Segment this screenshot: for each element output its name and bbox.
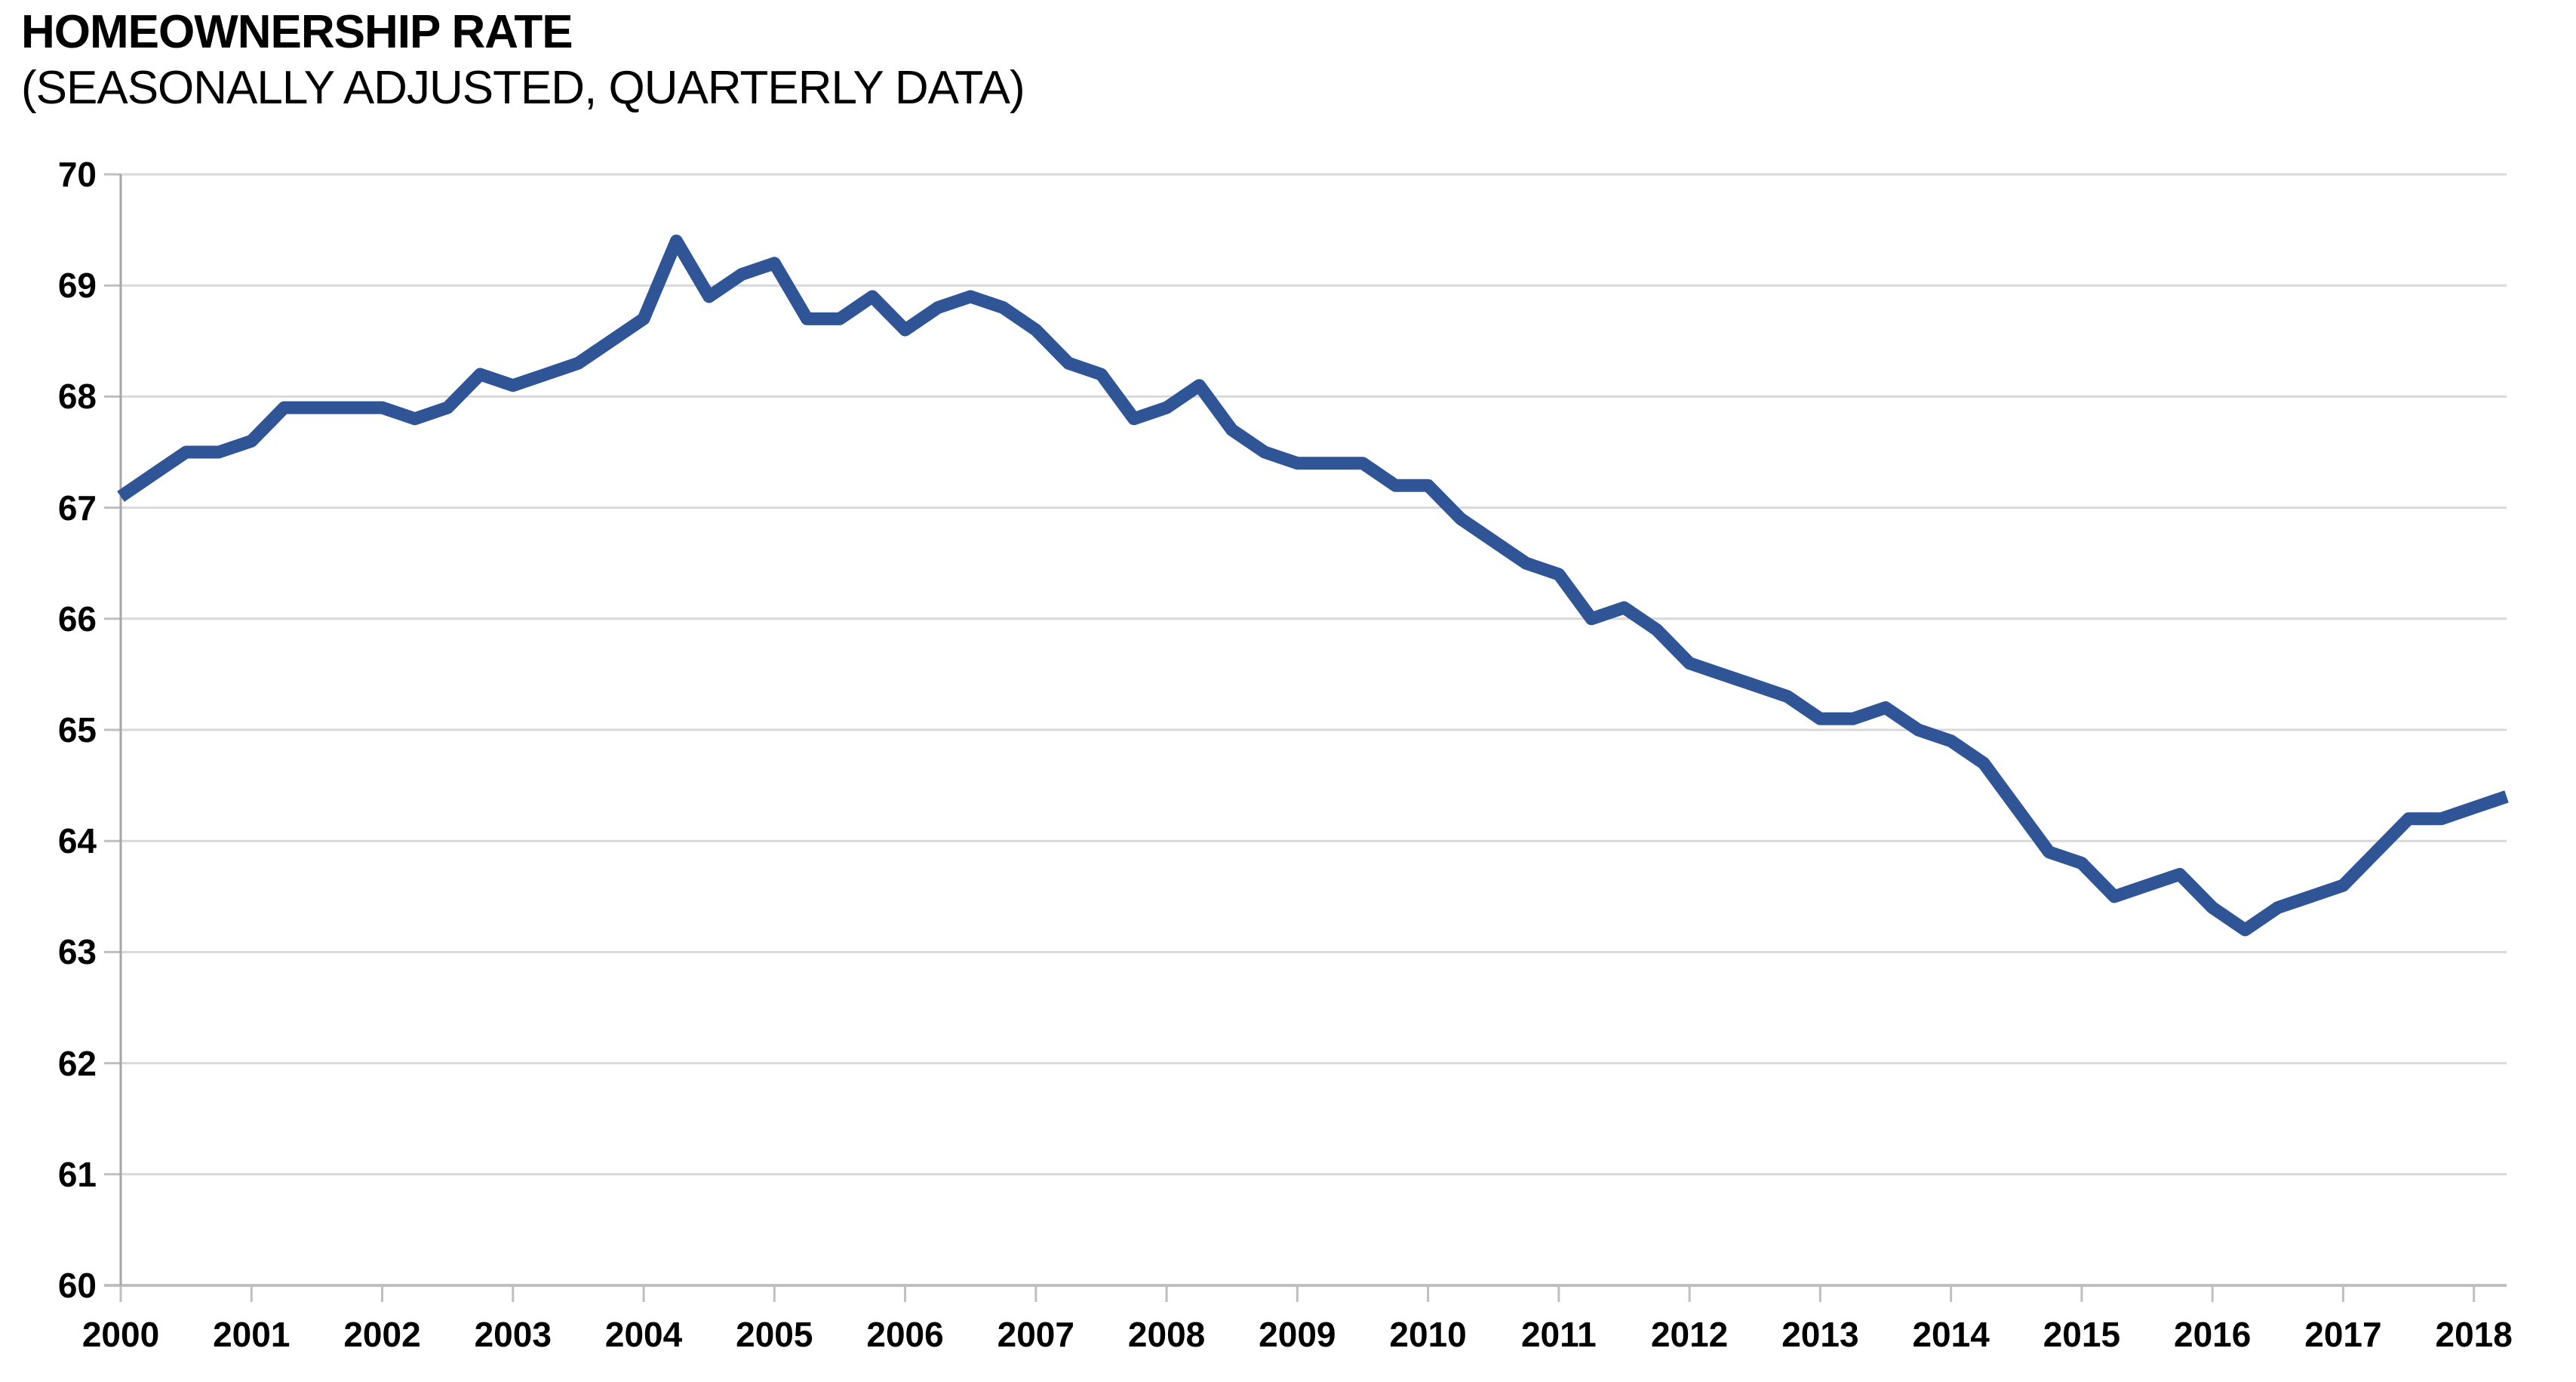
chart-subtitle: (SEASONALLY ADJUSTED, QUARTERLY DATA) [21,62,1025,114]
y-tick-label: 64 [57,821,97,861]
x-tick-label: 2009 [1259,1315,1336,1354]
x-tick-label: 2013 [1781,1315,1859,1354]
y-tick-label: 70 [57,155,97,194]
x-tick-label: 2015 [2043,1315,2121,1354]
x-tick-label: 2017 [2304,1315,2382,1354]
y-tick-label: 68 [57,377,97,417]
y-tick-label: 60 [57,1266,97,1305]
x-tick-label: 2004 [604,1315,683,1354]
x-tick-label: 2008 [1127,1315,1206,1354]
gridlines-group [121,173,2507,1176]
axes-group [104,173,2507,1302]
chart-title: HOMEOWNERSHIP RATE [21,6,573,58]
x-tick-label: 2011 [1520,1315,1597,1354]
x-tick-label: 2010 [1389,1315,1467,1354]
x-tick-label: 2002 [343,1315,421,1354]
y-tick-label: 66 [57,599,97,639]
y-tick-label: 69 [57,266,97,306]
y-tick-label: 62 [57,1043,97,1083]
y-tick-label: 65 [57,710,97,749]
x-tick-label: 2005 [736,1315,813,1354]
x-tick-label: 2007 [997,1315,1074,1354]
title-block: HOMEOWNERSHIP RATE (SEASONALLY ADJUSTED,… [21,5,1025,116]
y-tick-label: 67 [57,488,97,528]
x-tick-label: 2001 [213,1315,290,1354]
x-tick-label: 2016 [2173,1315,2252,1354]
y-tick-label: 61 [57,1154,97,1194]
data-series-line [117,234,2509,937]
x-tick-label: 2014 [1912,1315,1990,1354]
y-tick-label: 63 [57,932,97,972]
x-tick-label: 2018 [2435,1315,2513,1354]
x-tick-label: 2012 [1650,1315,1729,1354]
x-tick-label: 2006 [866,1315,944,1354]
x-tick-label: 2003 [474,1315,552,1354]
x-tick-label: 2000 [81,1315,160,1354]
data-series-group [117,234,2509,937]
